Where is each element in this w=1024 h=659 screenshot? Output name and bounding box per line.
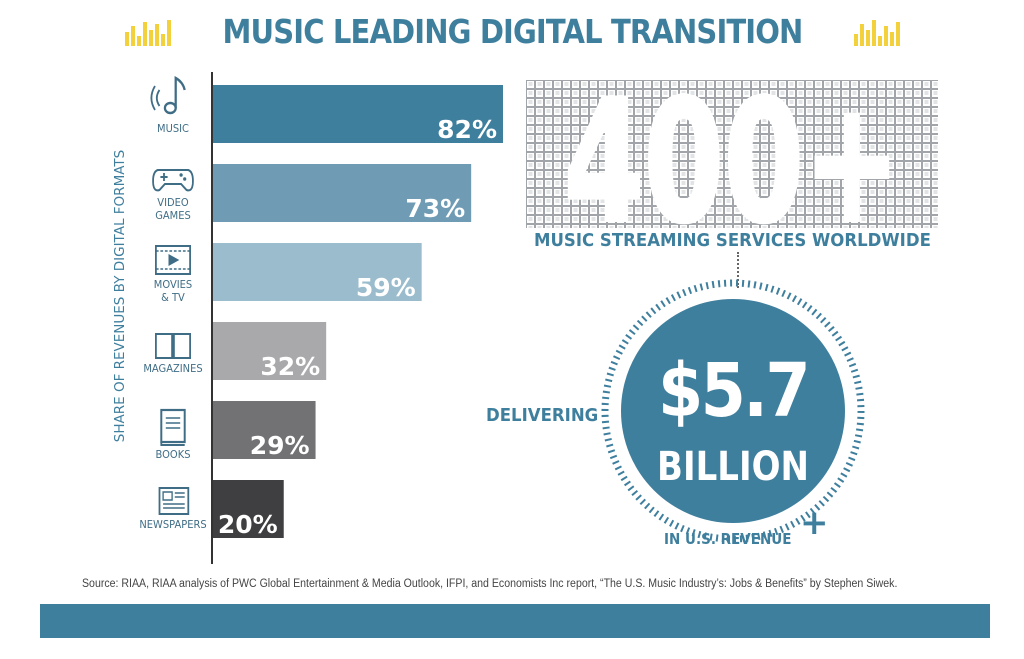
category-label-books: BOOKS [142, 408, 205, 461]
category-label-newspapers: NEWSPAPERS [137, 486, 209, 531]
services-count-graphic: 400+ [526, 62, 938, 262]
plus-icon: + [800, 503, 829, 543]
bar-value-label-4: 29% [250, 431, 310, 460]
source-note: Source: RIAA, RIAA analysis of PWC Globa… [82, 578, 898, 590]
delivering-label: DELIVERING [486, 405, 599, 426]
category-label-movies-tv: MOVIES & TV [142, 244, 205, 304]
film-icon [154, 245, 191, 275]
title-row: MUSIC LEADING DIGITAL TRANSITION [0, 12, 1024, 51]
category-label-magazines: MAGAZINES [142, 330, 205, 375]
bar-value-label-2: 59% [356, 273, 416, 302]
bar-value-label-0: 82% [437, 115, 497, 144]
music-note-icon [150, 75, 186, 115]
category-label-video-games: VIDEO GAMES [142, 164, 205, 222]
game-controller-icon [152, 169, 194, 192]
bar-2 [213, 243, 422, 301]
equalizer-icon [124, 18, 171, 46]
services-number: 400+ [564, 80, 900, 228]
revenue-badge: $5.7 BILLION [598, 276, 868, 546]
bar-4 [213, 401, 316, 459]
services-label: MUSIC STREAMING SERVICES WORLDWIDE [534, 230, 931, 251]
bar-1 [213, 164, 472, 222]
category-label-music: MUSIC [142, 74, 205, 135]
bar-value-label-1: 73% [405, 194, 465, 223]
revenue-label: IN U.S. REVENUE [664, 530, 792, 548]
bar-value-label-5: 20% [218, 510, 278, 539]
bar-0 [213, 85, 503, 143]
revenue-circle [601, 279, 865, 543]
newspaper-icon [158, 487, 190, 515]
services-count-svg: 400+ [526, 62, 938, 262]
connector-line [737, 252, 739, 288]
revenue-unit: BILLION [657, 444, 809, 490]
bar-5 [213, 480, 284, 538]
bar-3 [213, 322, 327, 380]
footer-bar [40, 604, 990, 638]
bar-value-label-3: 32% [260, 352, 320, 381]
book-icon [160, 408, 186, 446]
revenue-amount: $5.7 [657, 348, 811, 434]
equalizer-icon [853, 18, 900, 46]
page-title: MUSIC LEADING DIGITAL TRANSITION [222, 12, 803, 51]
magazine-icon [154, 333, 191, 359]
